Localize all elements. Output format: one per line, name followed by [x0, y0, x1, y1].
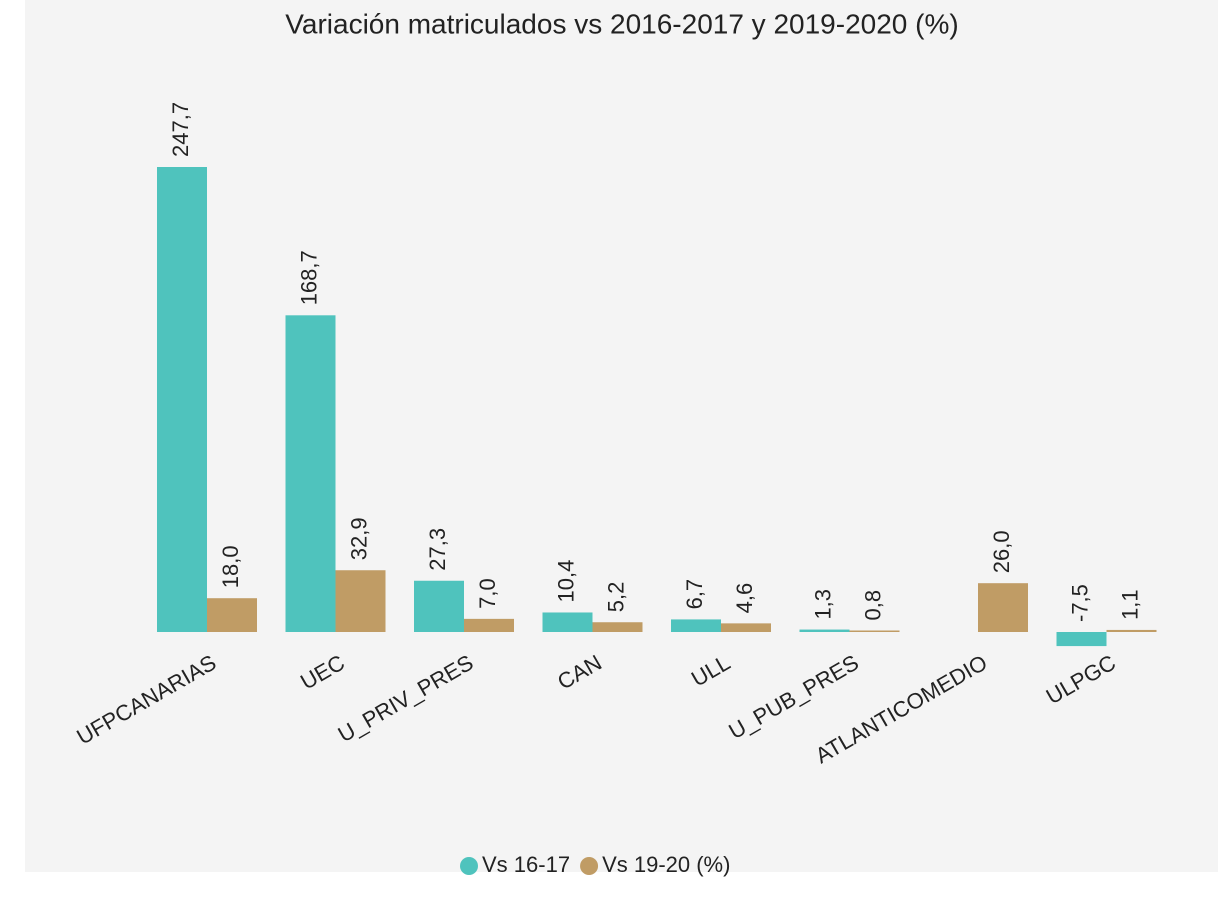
bar	[157, 167, 207, 632]
data-label: 247,7	[168, 102, 193, 157]
bar	[414, 580, 464, 632]
data-label: 10,4	[553, 560, 578, 603]
bar	[1056, 632, 1107, 647]
data-label: 26,0	[989, 530, 1014, 573]
bar	[335, 570, 386, 632]
data-label: 4,6	[732, 583, 757, 614]
legend-marker	[460, 857, 478, 875]
chart-title: Variación matriculados vs 2016-2017 y 20…	[285, 8, 958, 39]
data-label: 32,9	[346, 517, 371, 560]
bar	[721, 623, 771, 632]
bar	[207, 598, 257, 632]
data-label: -7,5	[1067, 584, 1092, 622]
data-label: 0,8	[860, 590, 885, 621]
bar	[542, 612, 593, 632]
plot-background	[25, 0, 1218, 872]
data-label: 168,7	[296, 250, 321, 305]
data-label: 18,0	[218, 545, 243, 588]
bar	[849, 630, 900, 632]
bar	[592, 622, 643, 632]
bar	[671, 619, 721, 632]
data-label: 1,1	[1117, 589, 1142, 620]
data-label: 6,7	[682, 579, 707, 610]
legend-marker	[580, 857, 599, 875]
legend-label: Vs 19-20 (%)	[602, 852, 730, 877]
bar	[799, 629, 850, 632]
data-label: 1,3	[810, 589, 835, 620]
data-label: 27,3	[425, 528, 450, 571]
data-label: 5,2	[603, 582, 628, 613]
legend-label: Vs 16-17	[482, 852, 570, 877]
bar	[285, 315, 336, 632]
data-label: 7,0	[475, 578, 500, 609]
bar	[464, 618, 514, 632]
bar	[978, 583, 1028, 632]
bar	[1106, 629, 1157, 632]
